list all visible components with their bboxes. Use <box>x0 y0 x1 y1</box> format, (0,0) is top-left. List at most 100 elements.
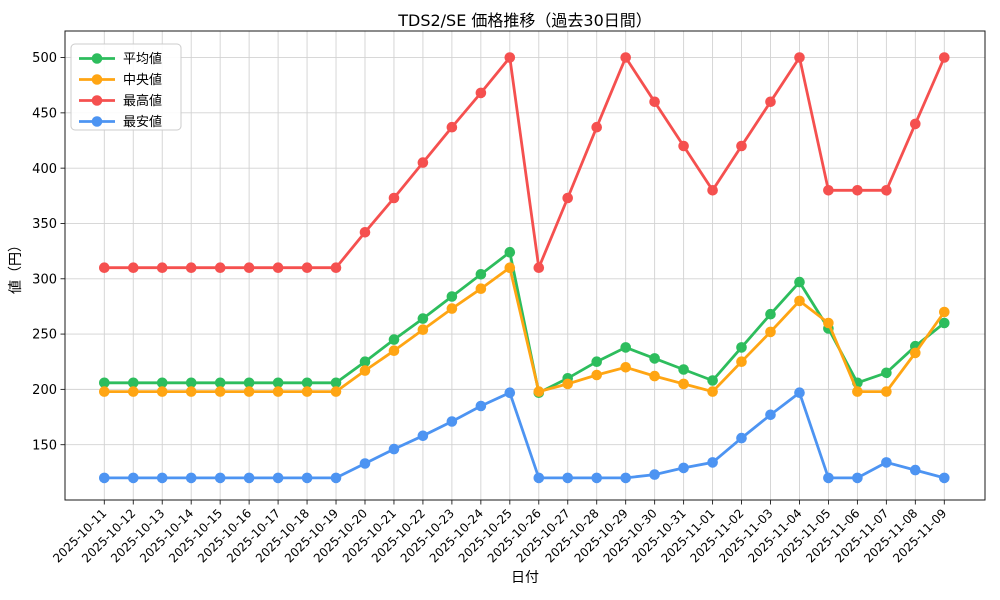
data-point <box>533 262 545 274</box>
data-point <box>765 409 776 421</box>
data-point <box>99 386 110 397</box>
data-point <box>301 377 313 389</box>
data-point <box>591 121 602 133</box>
data-point <box>707 457 718 468</box>
legend-box <box>70 43 182 131</box>
data-point <box>99 262 110 274</box>
data-point <box>243 262 255 274</box>
data-point <box>794 276 805 288</box>
y-tick-label: 200 <box>32 383 57 398</box>
data-point <box>388 192 400 204</box>
data-point <box>823 185 834 196</box>
data-point <box>504 387 516 399</box>
data-point <box>562 378 573 390</box>
series-line-最高値 <box>104 53 946 274</box>
data-point <box>185 472 197 484</box>
data-point <box>881 185 892 196</box>
data-point <box>330 377 342 389</box>
legend-marker-dot <box>91 53 103 64</box>
data-point <box>591 472 602 484</box>
data-point <box>417 157 429 168</box>
x-axis-label: 日付 <box>511 570 539 586</box>
data-point <box>707 185 718 196</box>
data-point <box>475 87 487 99</box>
data-point <box>620 342 631 353</box>
data-point <box>765 96 776 108</box>
data-point <box>446 303 458 314</box>
data-point <box>504 246 516 258</box>
data-point <box>156 377 168 389</box>
data-point <box>214 386 226 397</box>
legend-marker-dot <box>91 74 103 85</box>
data-point <box>591 356 602 368</box>
data-point <box>99 472 110 484</box>
series-line-平均値 <box>104 249 946 395</box>
chart-title: TDS2/SE 価格推移（過去30日間） <box>397 11 652 30</box>
legend-item-label: 平均値 <box>123 51 162 67</box>
data-point <box>99 377 110 389</box>
data-point <box>388 334 400 345</box>
data-point <box>765 326 776 338</box>
legend-item: 平均値 <box>79 51 162 67</box>
data-point <box>649 370 660 382</box>
data-point <box>823 317 834 329</box>
y-tick-label: 500 <box>32 51 57 66</box>
y-tick-label: 400 <box>32 162 57 177</box>
data-point <box>794 52 805 63</box>
legend-item-label: 中央値 <box>123 72 162 88</box>
data-point <box>881 367 892 379</box>
data-point <box>214 262 226 274</box>
data-point <box>562 192 573 204</box>
data-point <box>301 386 313 397</box>
data-point <box>301 472 313 484</box>
legend-item-label: 最高値 <box>123 93 162 109</box>
data-point <box>272 262 284 274</box>
data-point <box>128 377 139 389</box>
y-axis-label: 値（円） <box>8 238 24 294</box>
data-point <box>533 386 545 397</box>
data-point <box>446 121 458 133</box>
data-point <box>910 118 921 130</box>
data-point <box>272 386 284 397</box>
data-point <box>620 52 631 63</box>
data-point <box>794 387 805 399</box>
legend-marker-dot <box>91 116 103 127</box>
data-point <box>243 377 255 389</box>
data-point <box>330 262 342 274</box>
series-layer <box>99 52 950 484</box>
y-tick-labels: 150 200 250 300 350 400 450 500 <box>32 51 57 453</box>
data-point <box>388 345 400 357</box>
data-point <box>359 227 371 238</box>
data-point <box>185 377 197 389</box>
data-point <box>852 185 863 196</box>
y-tick-label: 350 <box>32 217 57 232</box>
data-point <box>678 378 689 390</box>
data-point <box>852 386 863 397</box>
y-tick-label: 450 <box>32 106 57 121</box>
data-point <box>446 416 458 427</box>
data-point <box>678 364 689 375</box>
data-point <box>417 313 429 324</box>
data-point <box>533 472 545 484</box>
y-tick-label: 300 <box>32 272 57 287</box>
data-point <box>475 269 487 280</box>
data-point <box>301 262 313 274</box>
data-point <box>765 308 776 320</box>
data-point <box>736 140 747 152</box>
legend-item: 最安値 <box>79 114 162 130</box>
data-point <box>620 362 631 373</box>
data-point <box>910 347 921 359</box>
data-point <box>939 472 950 484</box>
data-point <box>649 353 660 364</box>
x-tick-labels: 2025-10-112025-10-122025-10-132025-10-14… <box>50 506 949 565</box>
data-point <box>562 472 573 484</box>
data-point <box>881 386 892 397</box>
data-point <box>939 52 950 63</box>
data-point <box>504 262 516 274</box>
data-point <box>359 365 371 376</box>
data-point <box>591 369 602 381</box>
data-point <box>475 283 487 295</box>
data-point <box>359 458 371 469</box>
